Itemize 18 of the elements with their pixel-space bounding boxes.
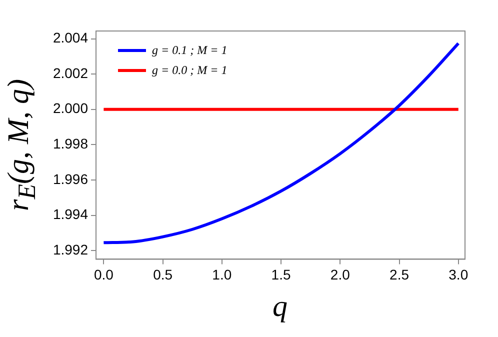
- x-tick-label: 1.5: [271, 266, 291, 282]
- x-axis-title: q: [272, 290, 288, 324]
- x-tick-label: 3.0: [448, 266, 468, 282]
- y-tick-label: 1.996: [52, 170, 88, 187]
- x-tick-label: 2.5: [390, 266, 410, 282]
- x-tick-label: 0.5: [153, 266, 173, 282]
- legend-label: g = 0.1 ; M = 1: [152, 42, 228, 58]
- legend-label: g = 0.0 ; M = 1: [152, 62, 228, 78]
- x-tick-label: 1.0: [212, 266, 232, 282]
- line-series: [102, 42, 460, 244]
- y-tick-label: 1.998: [52, 136, 88, 152]
- x-tick-label: 2.0: [330, 266, 350, 282]
- y-tick-label: 2.002: [52, 64, 88, 81]
- x-tick-label: 0.0: [94, 266, 114, 282]
- y-tick-label: 1.992: [52, 241, 88, 258]
- y-tick-label: 1.994: [52, 206, 88, 222]
- y-tick-label: 2.004: [52, 30, 88, 46]
- y-tick-label: 2.000: [52, 100, 88, 116]
